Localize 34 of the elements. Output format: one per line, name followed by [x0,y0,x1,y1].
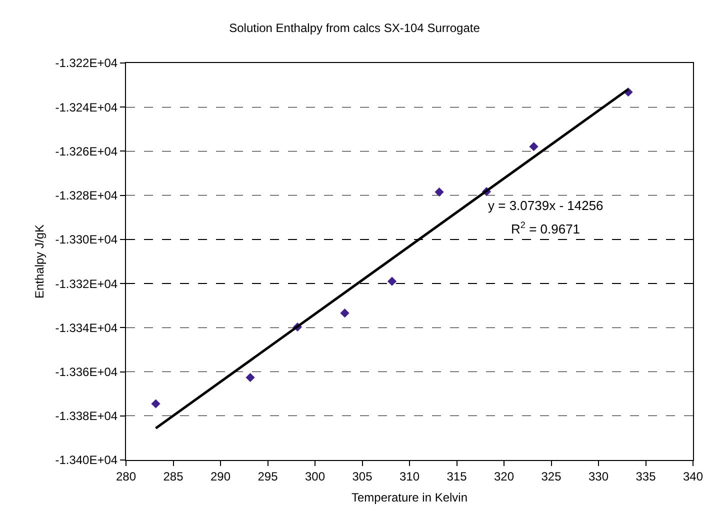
point [151,399,160,408]
point [340,308,350,318]
y-tick-label: -1.324E+04 [55,100,118,114]
point [434,187,444,197]
x-tick-label: 320 [494,469,514,484]
x-tick-label: 305 [352,469,373,484]
y-tick-label: -1.328E+04 [55,188,118,203]
chart-title: Solution Enthalpy from calcs SX-104 Surrogate [229,20,480,35]
x-tick-label: 335 [636,469,656,484]
y-axis-title: Enthalpy J/gK [32,224,47,299]
point [246,372,255,382]
point [529,142,538,152]
y-tick-label: -1.340E+04 [55,453,118,468]
x-tick-label: 280 [116,469,136,484]
x-tick-label: 340 [682,469,704,484]
annotation: y = 3.0739x - 14256 [488,198,604,213]
y-tick-label: -1.332E+04 [55,276,118,291]
x-tick-label: 325 [541,469,562,484]
point [387,276,397,286]
x-tick-label: 290 [210,469,231,484]
x-tick-label: 315 [446,469,468,484]
y-tick-label: -1.322E+04 [55,56,118,70]
y-tick-label: -1.334E+04 [55,320,118,335]
x-tick-label: 310 [399,469,420,484]
y-tick-label: -1.338E+04 [55,409,118,424]
y-tick-label: -1.330E+04 [55,232,118,247]
y-tick-label: -1.336E+04 [55,364,118,379]
x-tick-label: 330 [588,469,609,484]
x-tick-label: 285 [163,469,184,484]
x-tick-label: 295 [258,469,278,484]
annotation: R$^{2}$ = 0.9671 [511,220,580,236]
x-axis-title: Temperature in Kelvin [351,490,468,504]
y-tick-label: -1.326E+04 [55,144,118,158]
x-tick-label: 300 [304,469,326,484]
